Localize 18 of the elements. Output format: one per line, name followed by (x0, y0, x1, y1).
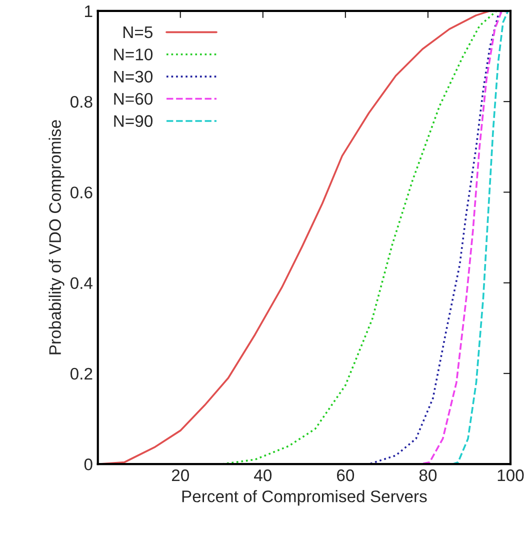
y-tick-label: 0.4 (70, 277, 93, 290)
x-tick-label: 20 (172, 469, 190, 482)
y-tick-label: 1 (85, 5, 92, 17)
legend-label: N=5 (124, 26, 152, 38)
x-tick-label: 60 (337, 469, 354, 482)
y-tick-label: 0 (84, 458, 92, 470)
y-tick-label: 0.6 (70, 186, 92, 198)
y-axis-title: Probability of VDO Compromise (48, 120, 64, 354)
x-axis-title: Percent of Compromised Servers (182, 490, 427, 506)
legend-label: N=10 (114, 48, 153, 60)
x-tick-label: 40 (254, 469, 272, 482)
x-tick-label: 100 (498, 469, 524, 482)
legend-label: N=90 (114, 115, 153, 127)
legend-label: N=60 (114, 92, 153, 105)
legend-label: N=30 (114, 70, 153, 83)
x-tick-label: 80 (419, 469, 437, 482)
y-tick-label: 0.8 (70, 96, 92, 108)
y-tick-label: 0.2 (70, 368, 92, 380)
